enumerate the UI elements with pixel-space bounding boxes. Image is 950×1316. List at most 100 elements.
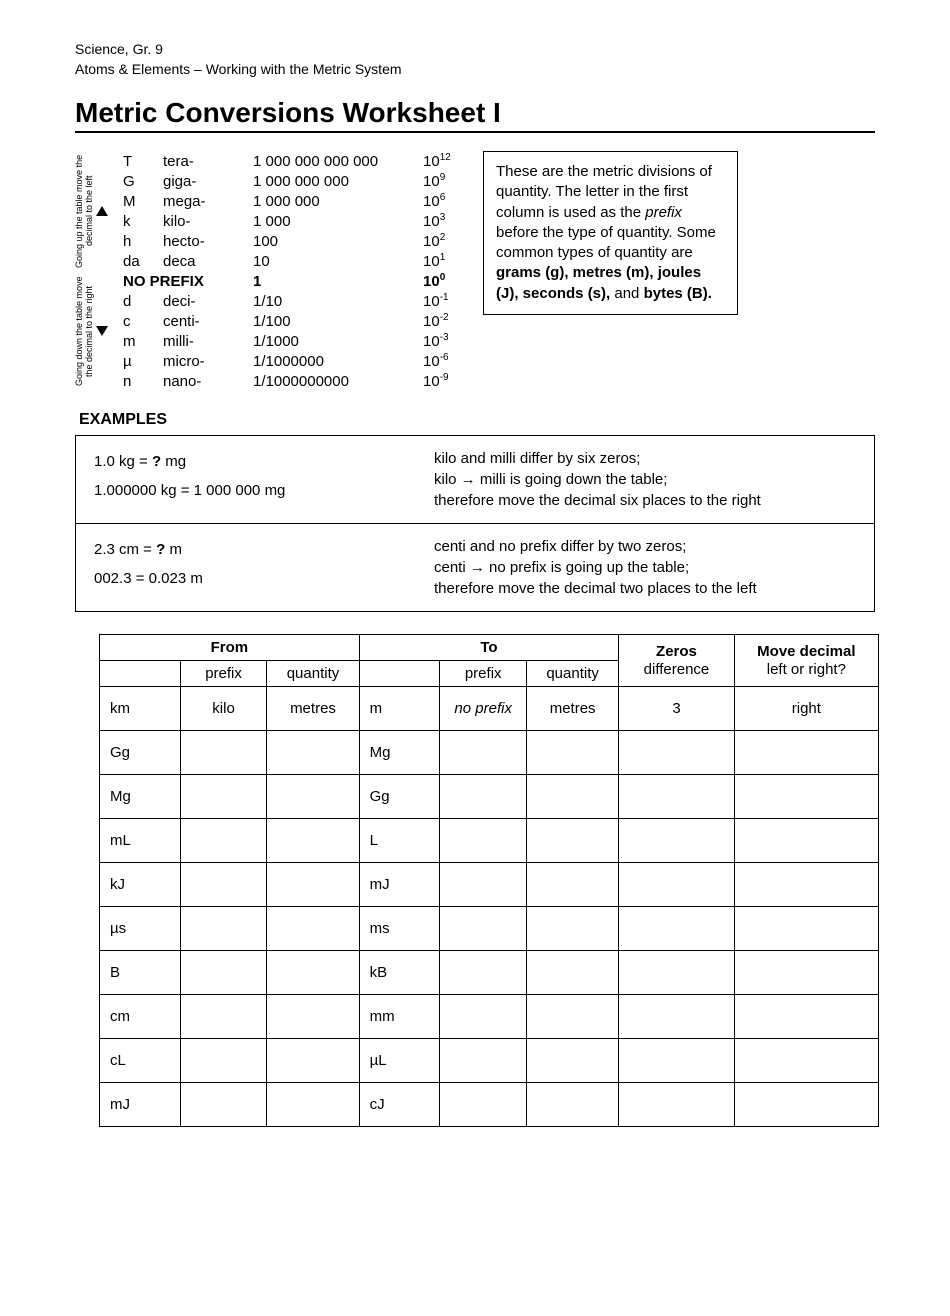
- prefix-row: mmilli-1/100010-3: [113, 331, 463, 351]
- examples-title: EXAMPLES: [79, 411, 875, 429]
- prefix-name: mega-: [153, 191, 243, 211]
- top-section: Going up the table move the decimal to t…: [75, 151, 875, 391]
- prefix-name: nano-: [153, 371, 243, 391]
- th-to-prefix: prefix: [440, 661, 527, 687]
- cell-zeros: [619, 819, 734, 863]
- cell-to-unit: Mg: [359, 731, 440, 775]
- cell-to-qty: [526, 907, 618, 951]
- cell-from-prefix: [180, 995, 267, 1039]
- side-label-down-group: Going down the table move the decimal to…: [75, 271, 105, 391]
- info-mid: before the type of quantity. Some common…: [496, 224, 716, 261]
- prefix-val: 1/100: [243, 311, 413, 331]
- prefix-pow: 10-6: [413, 351, 463, 371]
- arrow-down-icon: [96, 326, 108, 336]
- cell-to-prefix: [440, 907, 527, 951]
- arrow-down: [96, 326, 108, 336]
- cell-to-unit: mJ: [359, 863, 440, 907]
- cell-to-prefix: [440, 951, 527, 995]
- prefix-pow: 100: [413, 271, 463, 291]
- cell-from-qty: [267, 1083, 359, 1127]
- cell-zeros: [619, 951, 734, 995]
- prefix-val: 1/1000: [243, 331, 413, 351]
- prefix-sym: µ: [113, 351, 153, 371]
- prefix-noprefix: NO PREFIX: [113, 271, 243, 291]
- cell-from-qty: [267, 995, 359, 1039]
- cell-from-prefix: [180, 863, 267, 907]
- cell-to-unit: L: [359, 819, 440, 863]
- prefix-row: hhecto-100102: [113, 231, 463, 251]
- prefix-val: 100: [243, 231, 413, 251]
- cell-to-qty: [526, 1083, 618, 1127]
- info-prefix-word: prefix: [645, 204, 682, 221]
- prefix-pow: 10-1: [413, 291, 463, 311]
- table-row: cL µL: [100, 1039, 879, 1083]
- prefix-pow: 103: [413, 211, 463, 231]
- table-row: kJ mJ: [100, 863, 879, 907]
- prefix-pow: 109: [413, 171, 463, 191]
- th-from-qty: quantity: [267, 661, 359, 687]
- cell-from-prefix: [180, 907, 267, 951]
- prefix-row: Ttera-1 000 000 000 0001012: [113, 151, 463, 171]
- table-row: MgGg: [100, 775, 879, 819]
- prefix-val: 1 000: [243, 211, 413, 231]
- prefix-val: 10: [243, 251, 413, 271]
- cell-to-prefix: [440, 995, 527, 1039]
- cell-to-qty: [526, 951, 618, 995]
- prefix-name: kilo-: [153, 211, 243, 231]
- page-title: Metric Conversions Worksheet I: [75, 97, 875, 133]
- cell-from-qty: [267, 1039, 359, 1083]
- prefix-row: ddeci-1/1010-1: [113, 291, 463, 311]
- prefix-row: nnano-1/100000000010-9: [113, 371, 463, 391]
- prefix-sym: T: [113, 151, 153, 171]
- cell-from-qty: [267, 775, 359, 819]
- cell-to-qty: [526, 819, 618, 863]
- cell-zeros: 3: [619, 687, 734, 731]
- cell-to-qty: [526, 775, 618, 819]
- prefix-name: micro-: [153, 351, 243, 371]
- prefix-sym: n: [113, 371, 153, 391]
- cell-from-unit: kJ: [100, 863, 181, 907]
- cell-to-unit: µL: [359, 1039, 440, 1083]
- prefix-name: milli-: [153, 331, 243, 351]
- cell-from-prefix: [180, 1083, 267, 1127]
- cell-from-prefix: [180, 951, 267, 995]
- prefix-pow: 10-2: [413, 311, 463, 331]
- prefix-name: centi-: [153, 311, 243, 331]
- arrow-up: [96, 206, 108, 216]
- cell-to-unit: Gg: [359, 775, 440, 819]
- th-from-prefix: prefix: [180, 661, 267, 687]
- prefix-val: 1 000 000: [243, 191, 413, 211]
- cell-move: [734, 1039, 878, 1083]
- cell-from-unit: cL: [100, 1039, 181, 1083]
- header-line2: Atoms & Elements – Working with the Metr…: [75, 60, 875, 80]
- table-row: mJcJ: [100, 1083, 879, 1127]
- prefix-pow: 106: [413, 191, 463, 211]
- cell-from-qty: metres: [267, 687, 359, 731]
- cell-from-prefix: [180, 819, 267, 863]
- prefix-name: deci-: [153, 291, 243, 311]
- prefix-val: 1: [243, 271, 413, 291]
- cell-to-qty: [526, 1039, 618, 1083]
- prefix-table: Ttera-1 000 000 000 0001012Ggiga-1 000 0…: [113, 151, 463, 391]
- cell-from-unit: km: [100, 687, 181, 731]
- cell-move: [734, 775, 878, 819]
- cell-to-prefix: no prefix: [440, 687, 527, 731]
- cell-from-qty: [267, 907, 359, 951]
- prefix-pow: 10-9: [413, 371, 463, 391]
- cell-from-qty: [267, 731, 359, 775]
- prefix-sym: d: [113, 291, 153, 311]
- side-labels: Going up the table move the decimal to t…: [75, 151, 105, 391]
- prefix-pow: 102: [413, 231, 463, 251]
- cell-move: right: [734, 687, 878, 731]
- th-move: Move decimal left or right?: [734, 635, 878, 687]
- info-box: These are the metric divisions of quanti…: [483, 151, 738, 315]
- worksheet-table: From To Zeros difference Move decimal le…: [99, 634, 879, 1127]
- example-question: 2.3 cm = ? m002.3 = 0.023 m: [94, 536, 434, 599]
- cell-to-prefix: [440, 731, 527, 775]
- prefix-sym: M: [113, 191, 153, 211]
- prefix-sym: c: [113, 311, 153, 331]
- th-to: To: [359, 635, 619, 661]
- prefix-sym: k: [113, 211, 153, 231]
- cell-to-prefix: [440, 1039, 527, 1083]
- prefix-pow: 1012: [413, 151, 463, 171]
